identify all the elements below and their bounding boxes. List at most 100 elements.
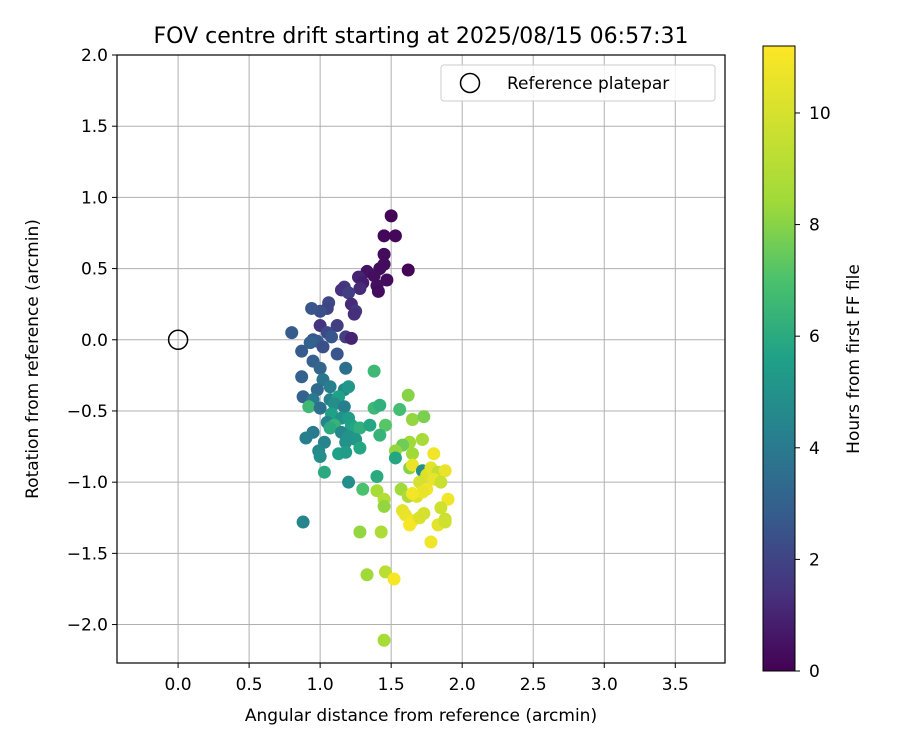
- data-point: [342, 475, 356, 489]
- data-point: [373, 428, 387, 442]
- y-tick-label: 1.5: [81, 117, 108, 137]
- data-point: [302, 400, 316, 414]
- colorbar: [762, 45, 796, 672]
- data-point: [342, 380, 356, 394]
- data-point: [415, 485, 429, 499]
- data-point: [371, 284, 385, 298]
- data-point: [405, 447, 419, 461]
- x-tick-label: 2.0: [449, 675, 476, 695]
- data-point: [363, 418, 377, 432]
- data-point: [327, 397, 341, 411]
- legend-entry-label: Reference platepar: [507, 74, 669, 94]
- data-point: [325, 330, 339, 344]
- data-point: [434, 475, 448, 489]
- y-tick-label: 2.0: [81, 46, 108, 66]
- colorbar-tick-label: 4: [809, 439, 820, 459]
- colorbar-label: Hours from first FF file: [844, 264, 864, 454]
- data-point: [353, 421, 367, 435]
- data-point: [434, 501, 448, 515]
- x-axis-label: Angular distance from reference (arcmin): [245, 706, 597, 726]
- y-tick-label: −2.0: [67, 616, 108, 636]
- data-point: [438, 515, 452, 529]
- reference-platepar-marker: [167, 329, 189, 351]
- y-axis-label: Rotation from reference (arcmin): [23, 219, 43, 499]
- data-point: [313, 361, 327, 375]
- data-point: [285, 326, 299, 340]
- data-point: [377, 499, 391, 513]
- data-point: [299, 431, 313, 445]
- data-point: [367, 269, 381, 283]
- data-point: [377, 247, 391, 261]
- x-axis-ticks: 0.0 0.5 1.0 1.5 2.0 2.5 3.0 3.5: [165, 663, 689, 695]
- colorbar-tick-label: 10: [809, 104, 831, 124]
- data-point: [415, 432, 429, 446]
- legend-box: [440, 64, 716, 102]
- plot-frame: [116, 54, 726, 664]
- data-point: [401, 388, 415, 402]
- data-point: [374, 525, 388, 539]
- data-point: [344, 331, 358, 345]
- data-point: [353, 441, 367, 455]
- data-point: [405, 413, 419, 427]
- data-point: [380, 273, 394, 287]
- y-tick-label: −1.0: [67, 473, 108, 493]
- data-point: [310, 383, 324, 397]
- colorbar-tick-label: 0: [809, 662, 820, 682]
- data-point: [417, 410, 431, 424]
- data-point: [305, 301, 319, 315]
- data-point: [377, 633, 391, 647]
- data-point: [313, 401, 327, 415]
- data-point: [373, 398, 387, 412]
- legend-reference-marker: [459, 72, 481, 94]
- data-point: [441, 492, 455, 506]
- data-point: [330, 347, 344, 361]
- data-point: [360, 568, 374, 582]
- x-tick-label: 1.0: [307, 675, 334, 695]
- reference-marker-group: [167, 329, 189, 351]
- data-point: [296, 390, 310, 404]
- y-axis-ticks: 2.0 1.5 1.0 0.5 0.0 −0.5 −1.0 −1.5 −2.0: [67, 46, 117, 636]
- data-point: [367, 364, 381, 378]
- data-point: [356, 482, 370, 496]
- data-point: [401, 263, 415, 277]
- data-point: [316, 340, 330, 354]
- data-point: [417, 506, 431, 520]
- x-tick-label: 3.5: [662, 675, 689, 695]
- x-tick-label: 2.5: [520, 675, 547, 695]
- data-point: [384, 209, 398, 223]
- data-point: [295, 370, 309, 384]
- x-tick-label: 3.0: [591, 675, 618, 695]
- data-point: [296, 515, 310, 529]
- data-point: [388, 229, 402, 243]
- colorbar-tick-label: 8: [809, 216, 820, 236]
- y-tick-label: −1.5: [67, 544, 108, 564]
- data-point: [378, 418, 392, 432]
- data-point: [323, 380, 337, 394]
- data-point: [427, 447, 441, 461]
- data-point: [313, 450, 327, 464]
- data-point: [303, 336, 317, 350]
- data-point: [330, 319, 344, 333]
- y-tick-label: 1.0: [81, 188, 108, 208]
- x-tick-label: 1.5: [378, 675, 405, 695]
- data-point: [339, 435, 353, 449]
- data-point: [377, 229, 391, 243]
- data-point: [393, 403, 407, 417]
- y-tick-label: 0.5: [81, 260, 108, 280]
- colorbar-tick-label: 2: [809, 550, 820, 570]
- data-point: [405, 487, 419, 501]
- data-point: [347, 307, 361, 321]
- data-point: [317, 465, 331, 479]
- data-point: [387, 572, 401, 586]
- data-point: [353, 282, 367, 296]
- data-points: [285, 209, 455, 647]
- colorbar-ticks: 0 2 4 6 8 10: [795, 104, 831, 682]
- data-point: [378, 565, 392, 579]
- colorbar-tick-label: 6: [809, 327, 820, 347]
- data-point: [295, 344, 309, 358]
- data-point: [438, 464, 452, 478]
- chart-title: FOV centre drift starting at 2025/08/15 …: [154, 24, 689, 49]
- data-point: [424, 535, 438, 549]
- data-point: [405, 458, 419, 472]
